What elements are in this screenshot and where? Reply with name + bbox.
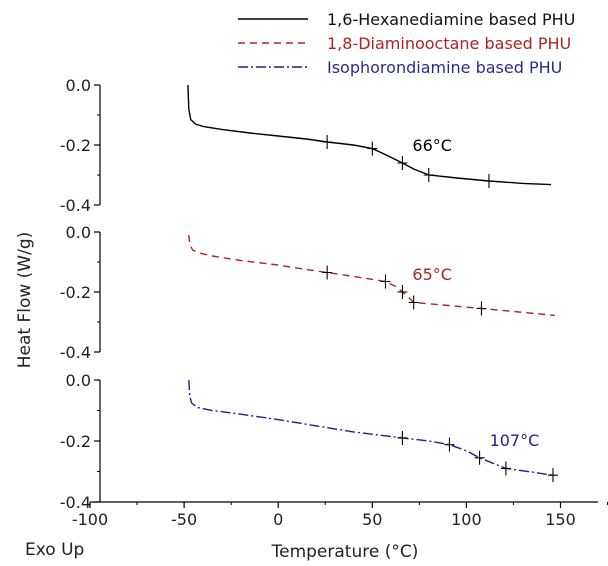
exo-up-label: Exo Up (25, 540, 84, 560)
panel-3: 0.0 -0.2 -0.4 107°C (60, 371, 558, 512)
transition-marker (483, 174, 494, 188)
x-tick-label: 50 (362, 510, 382, 529)
legend: 1,6-Hexanediamine based PHU 1,8-Diaminooc… (238, 10, 575, 77)
series-line-1 (187, 84, 552, 186)
x-tick-label: 150 (545, 510, 576, 529)
y-tick-label: -0.4 (60, 196, 91, 215)
y-tick-label: -0.4 (60, 493, 91, 512)
y-tick-label: -0.2 (60, 432, 91, 451)
transition-marker (547, 468, 558, 483)
y-tick-label: -0.2 (60, 136, 91, 155)
x-tick-label: -100 (72, 510, 108, 529)
panel-2: 0.0 -0.2 -0.4 65°C (60, 223, 555, 362)
tg-annotation: 65°C (412, 265, 452, 284)
chart-panels: 0.0 -0.2 -0.4 66°C 0.0 -0.2 -0.4 65°C 0.0 -0.2 -0.… (60, 76, 558, 512)
x-tick-label: 0 (273, 510, 283, 529)
legend-entry-3: Isophorondiamine based PHU (327, 58, 562, 77)
x-tick-label: 100 (451, 510, 482, 529)
transition-marker (476, 301, 487, 316)
transition-marker (380, 274, 391, 289)
y-tick-label: 0.0 (66, 76, 91, 95)
legend-entry-2: 1,8-Diaminooctane based PHU (327, 34, 571, 53)
y-tick-label: 0.0 (66, 371, 91, 390)
panel-1: 0.0 -0.2 -0.4 66°C (60, 76, 552, 215)
series-line-2 (188, 234, 555, 317)
x-tick-label: -50 (171, 510, 197, 529)
transition-marker (397, 285, 408, 299)
x-axis: -100 -50 0 50 100 150 (72, 501, 608, 529)
transition-marker (322, 265, 333, 280)
x-axis-label: Temperature (°C) (271, 542, 419, 562)
transition-marker (397, 430, 408, 445)
legend-entry-1: 1,6-Hexanediamine based PHU (327, 10, 575, 29)
transition-marker (444, 437, 455, 452)
transition-marker (408, 295, 419, 310)
transition-marker (474, 450, 485, 465)
y-tick-label: -0.2 (60, 283, 91, 302)
tg-annotation: 66°C (412, 136, 452, 155)
transition-marker (397, 156, 408, 170)
transition-marker (500, 461, 511, 476)
tg-annotation: 107°C (490, 431, 540, 450)
transition-marker (322, 135, 333, 149)
y-axis-label: Heat Flow (W/g) (15, 232, 35, 369)
y-tick-label: 0.0 (66, 223, 91, 242)
y-tick-label: -0.4 (60, 343, 91, 362)
transition-marker (367, 141, 378, 156)
transition-marker (423, 168, 434, 182)
series-line-3 (188, 379, 554, 476)
